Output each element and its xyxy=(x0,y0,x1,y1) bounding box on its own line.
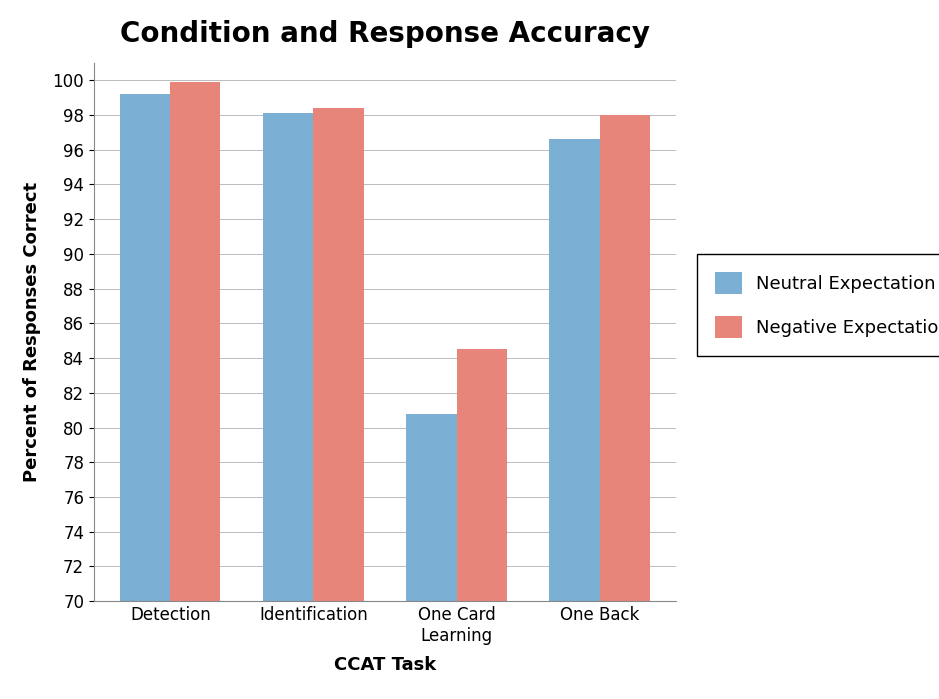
Bar xyxy=(314,108,363,699)
Bar xyxy=(407,414,456,699)
Title: Condition and Response Accuracy: Condition and Response Accuracy xyxy=(120,20,650,48)
Bar xyxy=(600,115,650,699)
Bar xyxy=(549,139,600,699)
X-axis label: CCAT Task: CCAT Task xyxy=(334,656,436,674)
Bar xyxy=(264,113,314,699)
Bar xyxy=(120,94,170,699)
Bar xyxy=(456,350,506,699)
Bar xyxy=(170,82,221,699)
Y-axis label: Percent of Responses Correct: Percent of Responses Correct xyxy=(23,182,41,482)
Legend: Neutral Expectation, Negative Expectation: Neutral Expectation, Negative Expectatio… xyxy=(697,254,939,356)
